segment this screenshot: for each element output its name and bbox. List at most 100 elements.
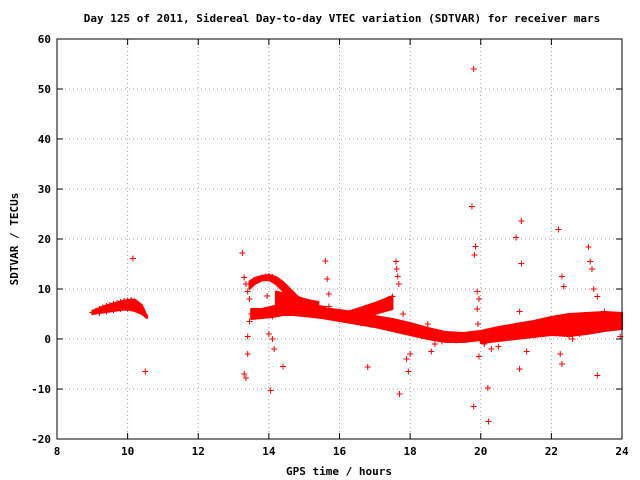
data-point <box>276 302 283 308</box>
data-point <box>258 311 265 317</box>
data-point <box>241 274 248 281</box>
data-point <box>272 306 279 312</box>
y-tick-label: -20 <box>31 433 51 446</box>
data-point <box>265 273 272 279</box>
data-point <box>350 315 357 321</box>
data-point <box>264 293 271 299</box>
data-point <box>400 311 407 317</box>
data-point <box>449 335 456 341</box>
data-point <box>442 334 449 341</box>
data-point <box>106 302 113 308</box>
data-point <box>468 203 475 210</box>
data-point <box>601 308 608 315</box>
data-point <box>251 310 258 316</box>
data-point <box>527 321 534 327</box>
data-point <box>576 331 583 337</box>
data-point <box>325 303 332 310</box>
data-point <box>336 316 343 322</box>
data-point <box>583 312 590 318</box>
data-point <box>280 283 286 290</box>
y-tick-label: 0 <box>44 333 51 346</box>
data-point <box>472 243 479 250</box>
data-point <box>424 321 431 327</box>
data-point <box>371 321 378 327</box>
data-point <box>239 250 246 256</box>
data-point <box>244 333 251 340</box>
data-point <box>428 348 435 355</box>
data-point <box>322 258 329 264</box>
data-point <box>555 316 562 322</box>
data-point <box>597 311 604 317</box>
data-point <box>96 310 103 316</box>
data-point <box>407 326 414 333</box>
data-point <box>611 311 618 318</box>
data-point <box>594 372 601 379</box>
data-point <box>103 308 110 315</box>
data-point <box>474 321 481 327</box>
data-point <box>364 364 371 370</box>
data-point <box>405 368 412 375</box>
data-point <box>481 341 488 347</box>
data-point <box>128 297 135 303</box>
data-point <box>385 296 392 302</box>
data-point <box>562 315 569 321</box>
data-point <box>117 306 124 312</box>
data-point <box>110 301 117 307</box>
data-point <box>558 361 565 367</box>
data-point <box>477 333 484 340</box>
data-point <box>290 293 297 299</box>
data-point <box>138 308 145 314</box>
data-point <box>548 317 555 323</box>
x-axis-ticks: 8 10 12 14 16 18 20 22 24 <box>54 39 629 458</box>
data-point <box>269 313 276 320</box>
data-point <box>255 276 262 282</box>
data-point <box>414 328 421 335</box>
data-point <box>272 277 279 283</box>
data-point <box>557 351 564 357</box>
data-point <box>588 266 595 272</box>
x-tick-label: 16 <box>333 445 347 458</box>
data-point <box>520 322 527 328</box>
data-point <box>594 293 601 300</box>
data-point <box>471 252 478 258</box>
data-point <box>329 308 336 315</box>
data-point <box>555 226 562 233</box>
y-axis-label: SDTVAR / TECUs <box>8 193 21 286</box>
x-tick-label: 14 <box>262 445 276 458</box>
data-point <box>541 318 548 324</box>
data-point <box>117 299 124 305</box>
data-point <box>325 291 332 297</box>
data-point <box>498 327 505 333</box>
data-point <box>255 312 262 318</box>
x-tick-label: 24 <box>615 445 629 458</box>
data-point <box>403 356 410 362</box>
data-point <box>389 293 396 300</box>
data-point <box>103 303 110 309</box>
x-tick-label: 12 <box>192 445 205 458</box>
data-point <box>463 333 470 340</box>
grid-lines <box>57 39 622 439</box>
data-point <box>396 391 403 397</box>
data-point <box>251 278 258 285</box>
data-point <box>523 348 530 355</box>
data-point <box>297 298 304 305</box>
data-point <box>604 311 611 317</box>
data-point <box>364 319 371 325</box>
y-tick-label: 50 <box>38 83 51 96</box>
data-point <box>456 334 463 341</box>
data-point <box>271 346 278 352</box>
data-point <box>246 296 253 302</box>
data-point <box>114 300 121 306</box>
data-point <box>378 301 385 307</box>
data-point <box>421 330 428 336</box>
data-point <box>518 260 525 267</box>
x-tick-label: 20 <box>474 445 487 458</box>
data-point <box>484 385 491 391</box>
data-point <box>89 309 96 316</box>
data-point <box>371 306 378 312</box>
data-point <box>244 351 251 357</box>
data-point <box>283 287 290 293</box>
data-point <box>110 307 117 313</box>
y-tick-label: 20 <box>38 233 51 246</box>
data-point <box>280 363 286 370</box>
